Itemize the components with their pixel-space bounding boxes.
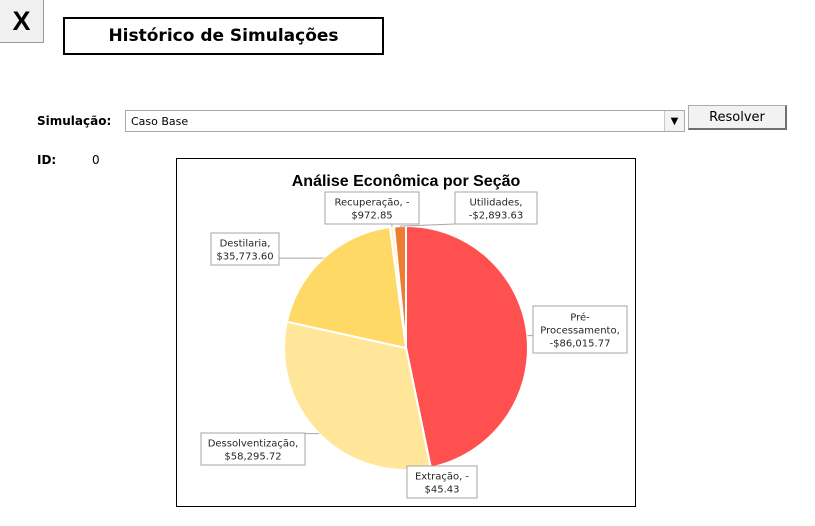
leader-line-5 (399, 223, 456, 227)
pie-chart: Análise Econômica por Seção Pré- Processa… (176, 158, 636, 507)
data-label-2-line-1: $58,295.72 (224, 452, 281, 463)
simulation-label: Simulação: (37, 114, 112, 128)
data-label-0-line-1: Processamento, (540, 326, 620, 337)
data-label-box-5 (454, 191, 538, 225)
data-label-box-1 (406, 465, 478, 499)
id-value: 0 (92, 153, 100, 167)
chevron-down-icon[interactable]: ▼ (664, 111, 684, 131)
id-label: ID: (37, 153, 57, 167)
chart-title: Análise Econômica por Seção (292, 173, 521, 190)
pie-slice-2 (283, 320, 432, 471)
close-button[interactable]: X (0, 0, 44, 43)
data-label-0-line-0: Pré- (570, 312, 590, 324)
data-label-3-line-1: $35,773.60 (216, 252, 273, 263)
page-title: Histórico de Simulações (63, 17, 384, 55)
data-label-4-line-1: $972.85 (351, 211, 392, 222)
data-label-1-line-1: $45.43 (425, 485, 460, 496)
data-label-1-line-0: Extração, - (415, 472, 469, 483)
resolve-button[interactable]: Resolver (688, 105, 787, 130)
data-label-2-line-0: Dessolventização, (208, 439, 299, 450)
pie-chart-canvas: Análise Econômica por Seção Pré- Processa… (200, 173, 628, 499)
data-label-0-line-2: -$86,015.77 (550, 339, 611, 350)
simulation-select[interactable]: Caso Base ▼ (125, 110, 685, 132)
simulation-selected-value: Caso Base (131, 115, 189, 128)
data-label-5-line-0: Utilidades, (470, 198, 523, 209)
data-label-box-3 (210, 232, 280, 266)
data-label-4-line-0: Recuperação, - (335, 198, 410, 209)
data-label-5-line-1: -$2,893.63 (469, 211, 524, 222)
data-label-box-2 (200, 432, 306, 466)
pie-slice-0 (405, 224, 529, 469)
pie-slice-3 (285, 225, 408, 350)
data-label-box-4 (324, 191, 420, 225)
data-label-3-line-0: Destilaria, (220, 239, 271, 250)
data-label-box-0 (532, 305, 628, 354)
